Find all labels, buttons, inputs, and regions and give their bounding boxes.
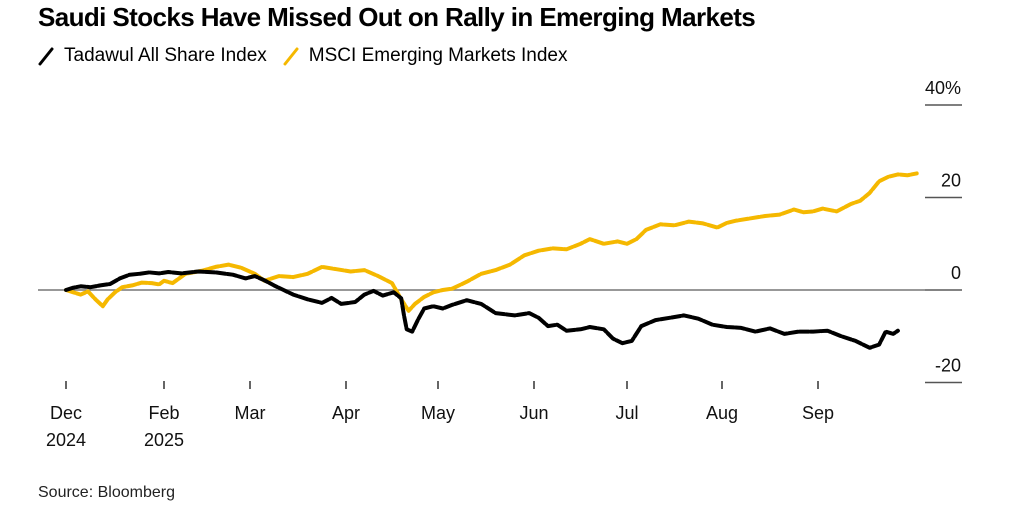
x-tick-label: Dec xyxy=(50,403,82,423)
x-tick-label: Mar xyxy=(235,403,266,423)
x-tick-label: May xyxy=(421,403,455,423)
series-line-msci xyxy=(64,171,919,313)
y-axis: 40% 20 0 -20 xyxy=(925,78,962,384)
series-layer xyxy=(64,171,919,350)
x-tick-label: Jun xyxy=(519,403,548,423)
legend-item-tadawul: Tadawul All Share Index xyxy=(38,45,267,67)
legend-label-tadawul: Tadawul All Share Index xyxy=(64,45,267,66)
legend-label-msci: MSCI Emerging Markets Index xyxy=(308,45,568,66)
x-axis: Dec 2024 Feb 2025 Mar Apr May Jun Jul Aug Sep xyxy=(46,381,834,450)
x-tick-sublabel: 2024 xyxy=(46,430,86,450)
y-tick-label: 40% xyxy=(925,78,961,98)
x-tick-sublabel: 2025 xyxy=(144,430,184,450)
y-tick-label: 0 xyxy=(951,263,961,283)
series-line-tadawul xyxy=(64,269,900,350)
y-tick-label: 20 xyxy=(941,171,961,191)
legend-swatch-msci-icon xyxy=(283,47,299,66)
x-tick-label: Aug xyxy=(706,403,738,423)
x-tick-label: Feb xyxy=(148,403,179,423)
y-tick-label: -20 xyxy=(935,356,961,376)
x-tick-label: Jul xyxy=(615,403,638,423)
legend-swatch-tadawul-icon xyxy=(38,47,54,66)
chart-title: Saudi Stocks Have Missed Out on Rally in… xyxy=(38,2,756,32)
x-tick-label: Apr xyxy=(332,403,360,423)
legend: Tadawul All Share Index MSCI Emerging Ma… xyxy=(38,45,584,67)
x-tick-label: Sep xyxy=(802,403,834,423)
legend-item-msci: MSCI Emerging Markets Index xyxy=(283,45,568,67)
source-note: Source: Bloomberg xyxy=(38,484,175,501)
